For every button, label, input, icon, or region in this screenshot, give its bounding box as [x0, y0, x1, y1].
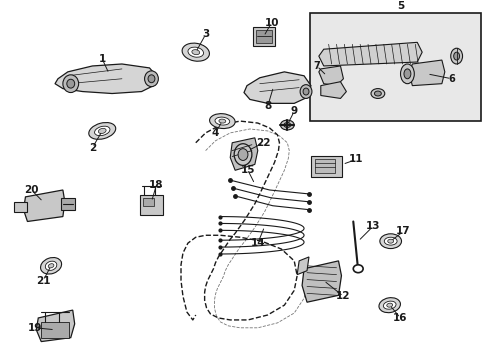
Polygon shape [318, 42, 421, 66]
Text: 2: 2 [89, 143, 96, 153]
Bar [14, 202, 27, 212]
Text: 1: 1 [99, 54, 106, 64]
Ellipse shape [219, 119, 225, 123]
Ellipse shape [387, 239, 393, 243]
Bar [310, 156, 342, 177]
Ellipse shape [234, 144, 251, 165]
Text: 21: 21 [36, 275, 50, 285]
Ellipse shape [63, 75, 79, 93]
Polygon shape [297, 257, 308, 275]
Text: 4: 4 [211, 128, 219, 138]
Ellipse shape [403, 69, 410, 79]
Ellipse shape [300, 85, 311, 98]
Ellipse shape [144, 71, 158, 87]
Ellipse shape [67, 79, 75, 88]
Ellipse shape [370, 89, 384, 98]
Polygon shape [36, 310, 75, 342]
Ellipse shape [48, 264, 54, 268]
Ellipse shape [450, 48, 462, 64]
Ellipse shape [384, 237, 396, 245]
Polygon shape [318, 66, 343, 86]
Ellipse shape [41, 257, 61, 274]
Text: 15: 15 [240, 165, 255, 175]
Text: 3: 3 [202, 30, 209, 40]
Ellipse shape [215, 117, 229, 125]
Ellipse shape [45, 261, 57, 270]
Ellipse shape [379, 234, 401, 248]
Bar [314, 159, 334, 173]
Ellipse shape [378, 298, 400, 313]
Bar [142, 198, 154, 206]
Text: 7: 7 [313, 61, 320, 71]
Text: 19: 19 [28, 323, 42, 333]
Ellipse shape [386, 303, 392, 307]
Ellipse shape [148, 75, 155, 83]
Ellipse shape [284, 122, 290, 127]
Ellipse shape [352, 265, 363, 273]
Ellipse shape [89, 122, 116, 139]
Ellipse shape [280, 120, 294, 130]
Text: 13: 13 [365, 221, 380, 231]
Text: 8: 8 [264, 101, 271, 111]
Ellipse shape [209, 114, 235, 129]
Text: 14: 14 [250, 238, 264, 248]
Polygon shape [408, 60, 444, 86]
Text: 18: 18 [149, 180, 163, 190]
Text: 17: 17 [395, 226, 410, 236]
Bar [41, 322, 69, 338]
Text: 11: 11 [348, 154, 363, 165]
Bar [309, 13, 480, 121]
Polygon shape [244, 72, 310, 103]
Ellipse shape [238, 149, 247, 161]
Text: 12: 12 [335, 291, 350, 301]
Ellipse shape [94, 126, 110, 136]
Polygon shape [320, 82, 346, 98]
Text: 6: 6 [447, 74, 454, 84]
Bar [255, 30, 271, 43]
Polygon shape [302, 261, 341, 302]
Text: 20: 20 [24, 185, 39, 195]
Ellipse shape [191, 50, 199, 55]
Text: 10: 10 [264, 18, 278, 28]
Ellipse shape [453, 52, 459, 60]
Bar [252, 27, 274, 46]
Text: 5: 5 [396, 1, 403, 11]
Text: 16: 16 [392, 313, 407, 323]
Ellipse shape [187, 47, 203, 57]
Ellipse shape [374, 91, 381, 96]
Ellipse shape [383, 301, 395, 309]
Polygon shape [23, 190, 65, 221]
Ellipse shape [400, 64, 413, 84]
Ellipse shape [303, 88, 308, 95]
Polygon shape [55, 64, 156, 94]
Ellipse shape [98, 129, 106, 134]
Polygon shape [230, 138, 257, 170]
Bar [140, 195, 163, 215]
Text: 9: 9 [290, 106, 297, 116]
Text: 22: 22 [256, 138, 270, 148]
Ellipse shape [182, 43, 209, 61]
Bar [61, 198, 75, 210]
